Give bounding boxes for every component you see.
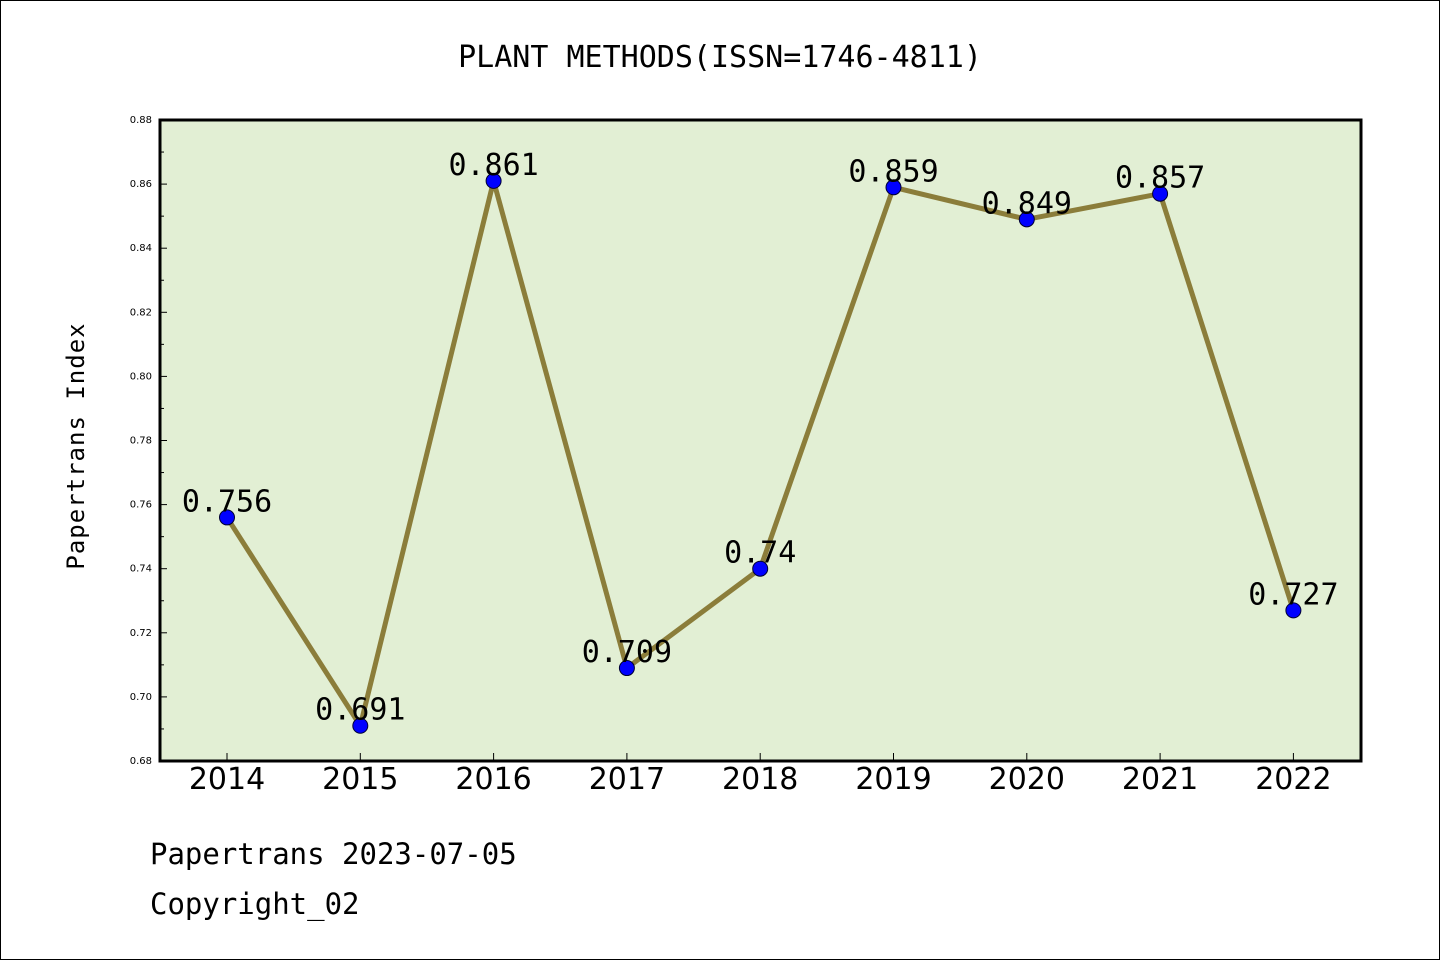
y-tick-label: 0.78 (130, 436, 152, 447)
x-tick-label: 2018 (722, 762, 798, 797)
y-tick-label: 0.72 (130, 628, 152, 639)
chart-title: PLANT METHODS(ISSN=1746-4811) (458, 40, 982, 75)
data-point (752, 560, 769, 577)
x-tick-label: 2015 (322, 762, 398, 797)
y-axis-label: Papertrans Index (62, 322, 90, 569)
y-tick-label: 0.80 (130, 371, 152, 382)
data-label: 0.859 (848, 154, 938, 189)
data-label: 0.691 (315, 693, 405, 728)
x-tick-label: 2020 (989, 762, 1065, 797)
data-label: 0.861 (448, 148, 538, 183)
data-point (1018, 211, 1035, 228)
x-tick-label: 2014 (189, 762, 265, 797)
y-tick-label: 0.82 (130, 307, 152, 318)
data-point (885, 179, 902, 196)
data-point (352, 717, 369, 734)
plot-area (160, 120, 1361, 761)
y-axis-ticks: 0.68 0.70 0.72 0.74 0.76 0.78 0.80 0.82 0.84 0.86… (130, 115, 167, 767)
data-label: 0.756 (182, 484, 272, 519)
data-point (1285, 602, 1302, 619)
data-point (618, 660, 635, 677)
y-tick-label: 0.76 (130, 500, 152, 511)
x-tick-label: 2019 (855, 762, 931, 797)
y-tick-label: 0.74 (130, 564, 152, 575)
data-label: 0.727 (1248, 577, 1338, 612)
y-tick-label: 0.88 (130, 115, 152, 126)
data-label: 0.857 (1115, 161, 1205, 196)
footer-date: Papertrans 2023-07-05 (150, 837, 517, 871)
y-tick-label: 0.70 (130, 692, 152, 703)
x-tick-label: 2017 (589, 762, 665, 797)
y-tick-label: 0.86 (130, 179, 152, 190)
y-tick-label: 0.68 (130, 756, 152, 767)
x-tick-label: 2016 (455, 762, 531, 797)
x-axis-ticks: 2014 2015 2016 2017 2018 2019 2020 2021 2022 (189, 753, 1332, 797)
data-point (1152, 185, 1169, 202)
data-label: 0.709 (582, 635, 672, 670)
x-tick-label: 2021 (1122, 762, 1198, 797)
footer-copyright: Copyright_02 (150, 887, 360, 922)
y-tick-label: 0.84 (130, 243, 152, 254)
data-point (485, 172, 502, 189)
series-layer: 0.756 0.691 0.861 0.709 0.74 0.859 0.849 0.857 0… (182, 148, 1339, 734)
data-label: 0.74 (724, 536, 796, 571)
data-label: 0.849 (982, 186, 1072, 221)
x-tick-label: 2022 (1255, 762, 1331, 797)
plot-border (158, 118, 1363, 763)
data-point (219, 509, 235, 526)
